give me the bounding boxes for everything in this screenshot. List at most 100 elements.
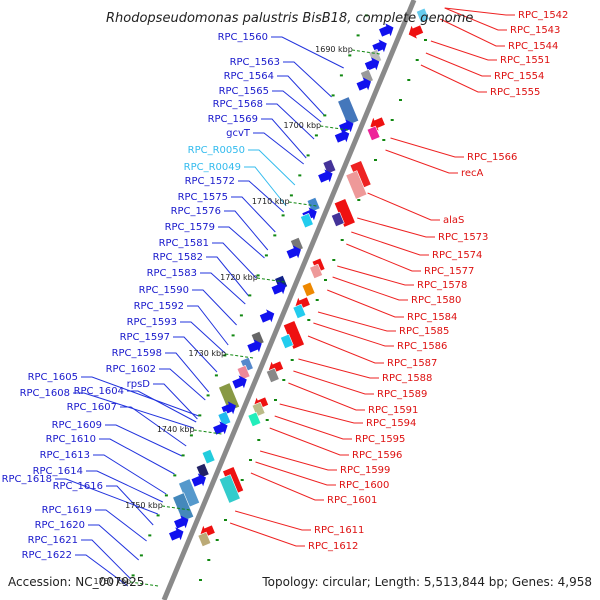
gene-label-right: RPC_1586 — [397, 341, 447, 352]
gene-box — [309, 263, 323, 280]
track-dot — [331, 94, 335, 97]
label-leader-left — [81, 376, 199, 417]
label-leader-left — [93, 454, 167, 495]
track-dot — [407, 79, 411, 81]
track-dot — [415, 59, 419, 61]
track-dot — [257, 439, 261, 441]
accession-text: Accession: NC_007925 — [8, 575, 144, 589]
track-dot — [199, 579, 202, 581]
label-leader-left — [271, 36, 344, 69]
gene-box — [201, 448, 216, 465]
label-leader-left — [55, 478, 158, 515]
label-leader-right — [293, 370, 374, 395]
label-leader-right — [385, 149, 458, 174]
gene-label-right: RPC_1601 — [327, 495, 377, 506]
gene-label-left: RPC_1564 — [224, 71, 274, 82]
label-leader-left — [106, 485, 154, 526]
gene-box — [218, 474, 241, 504]
gene-box — [337, 96, 360, 126]
track-dot — [207, 559, 211, 561]
gene-label-left: RPC_1572 — [185, 176, 235, 187]
gene-label-left: RPC_1613 — [40, 450, 90, 461]
gene-box — [330, 211, 345, 228]
label-leader-right — [259, 450, 337, 471]
gene-label-right: RPC_1594 — [366, 418, 416, 429]
label-leader-right — [430, 40, 497, 61]
gene-label-right: RPC_1591 — [368, 405, 418, 416]
gene-label-right: RPC_1543 — [510, 25, 560, 36]
label-leader-right — [229, 522, 305, 547]
gene-box — [265, 367, 280, 384]
label-leader-left — [238, 180, 285, 213]
label-leader-right — [337, 265, 414, 286]
label-leader-left — [73, 392, 194, 429]
kbp-tick-label: 1730 kbp — [188, 349, 226, 358]
track-dot — [274, 399, 277, 401]
gene-arrow — [271, 281, 286, 295]
kbp-tick-label: 1710 kbp — [252, 197, 290, 206]
label-leader-right — [274, 415, 352, 440]
kbp-tick-label: 1750 kbp — [125, 501, 163, 510]
gene-label-left: RPC_1597 — [120, 332, 170, 343]
gene-label-right: RPC_1578 — [417, 280, 467, 291]
gene-label-left: RPC_1618 — [2, 474, 52, 485]
label-leader-left — [153, 383, 198, 420]
gene-arrow — [169, 527, 184, 541]
gene-label-right: recA — [461, 168, 484, 179]
gene-label-left: RPC_1598 — [112, 348, 162, 359]
gene-label-right: RPC_1580 — [411, 295, 461, 306]
gene-label-right: RPC_1577 — [424, 266, 474, 277]
track-dot — [206, 394, 210, 397]
label-leader-left — [88, 524, 140, 561]
track-dot — [215, 539, 219, 541]
gene-label-left: RPC_1569 — [208, 114, 258, 125]
gene-box — [292, 303, 307, 320]
track-dot — [264, 254, 268, 257]
kbp-tick-label: 1760 kbp — [93, 577, 131, 586]
track-dot — [249, 459, 252, 461]
track-dot — [231, 334, 235, 337]
label-leader-right — [313, 322, 394, 347]
gene-arrow — [286, 245, 301, 259]
gene-box — [415, 7, 430, 24]
gene-box — [280, 333, 294, 350]
label-leader-right — [255, 461, 336, 486]
label-leader-left — [206, 256, 250, 297]
label-leader-left — [266, 103, 315, 140]
gene-arrow — [372, 39, 387, 53]
gene-box — [300, 212, 314, 229]
gene-box — [301, 281, 316, 298]
gene-label-left: RPC_R0050 — [188, 145, 245, 156]
track-dot — [148, 534, 152, 537]
track-dot — [281, 214, 285, 217]
gene-label-left: RPC_1609 — [52, 420, 102, 431]
label-leader-left — [272, 90, 322, 123]
label-leader-right — [351, 231, 429, 256]
gene-label-right: RPC_1566 — [467, 152, 517, 163]
label-leader-left — [99, 438, 175, 475]
gene-label-left: RPC_1583 — [147, 268, 197, 279]
genome-title: Rhodopseudomonas palustris BisB18, compl… — [106, 11, 473, 26]
label-leader-right — [234, 510, 311, 531]
gene-label-left: RPC_1621 — [28, 535, 78, 546]
gene-label-right: RPC_1555 — [490, 87, 540, 98]
gene-label-right: RPC_1612 — [308, 541, 358, 552]
gene-label-left: rpsD — [127, 379, 151, 390]
label-leader-left — [212, 242, 257, 279]
gene-arrow — [213, 421, 228, 435]
track-dot — [240, 479, 244, 481]
gene-arrow — [232, 375, 247, 389]
label-leader-right — [269, 427, 349, 456]
gene-label-right: RPC_1588 — [382, 373, 432, 384]
label-leader-left — [244, 166, 287, 207]
track-dot — [139, 554, 143, 557]
gene-label-left: RPC_1568 — [213, 99, 263, 110]
label-leader-right — [439, 18, 505, 47]
gene-label-left: RPC_1565 — [219, 86, 269, 97]
label-leader-right — [420, 64, 487, 93]
track-dot — [239, 314, 243, 317]
gene-label-right: RPC_1554 — [494, 71, 544, 82]
gene-box — [195, 462, 210, 479]
